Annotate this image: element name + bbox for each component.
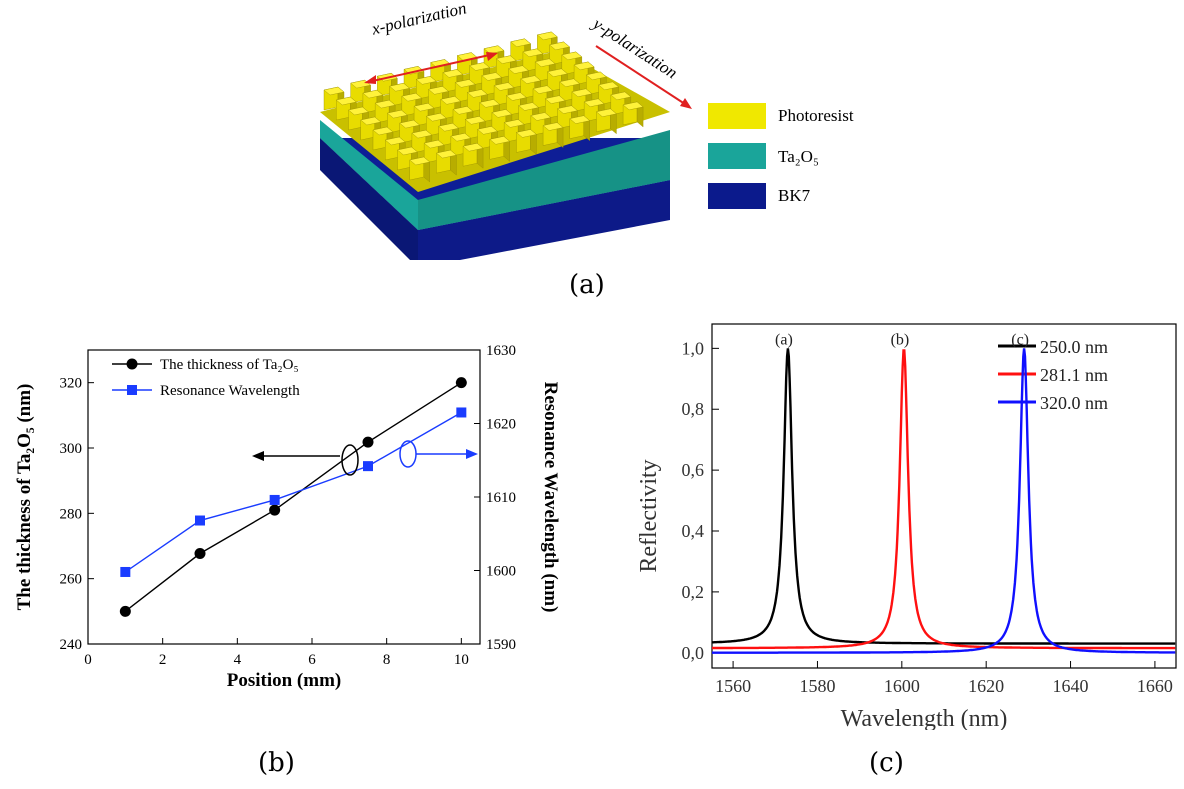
x-tick-label: 1580 [799,676,835,696]
x-tick-label: 0 [84,652,92,668]
data-point [119,605,131,617]
data-point [455,377,467,389]
caption-a: (a) [569,270,605,300]
data-point [269,504,281,516]
legend-swatch-bk7 [708,183,766,209]
legend-label-2: 320.0 nm [1040,393,1108,413]
x-polarization-arrow [364,52,498,84]
legend-label: The thickness of Ta₂O₅ [160,357,299,373]
y-tick-label: 0,2 [682,582,705,602]
x-tick-label: 8 [383,652,391,668]
series-line-1 [712,349,1176,650]
x-tick-label: 1560 [715,676,751,696]
chart-b: 0 2 4 6 8 10 240 260 280 300 320 1590 1600 1610 1620 16… [14,343,560,691]
legend-marker [126,358,138,370]
right-arrow-head [466,449,478,459]
x-axis-label: Position (mm) [227,670,342,691]
y-tick-label: 240 [60,637,83,653]
legend-label-0: 250.0 nm [1040,337,1108,357]
series-line-2 [712,348,1176,654]
plot-frame [711,323,1177,669]
legend-label: Resonance Wavelength [160,383,300,399]
peak-label-2: (c) [1011,331,1029,348]
legend-swatch-photoresist [708,103,766,129]
data-point [269,494,280,505]
y2-axis-label: Resonance Wavelength (nm) [540,382,560,613]
data-point [195,515,205,526]
x-tick-label: 4 [234,652,242,668]
x-tick-label: 10 [454,652,469,668]
legend-marker [127,385,137,395]
y-tick-label: 300 [60,441,83,457]
y-tick-label: 320 [60,376,83,392]
series-line-0 [124,382,462,612]
y2-tick-label: 1620 [486,417,516,433]
legend-label-1: 281.1 nm [1040,365,1108,385]
chart-c: 1560 1580 1600 1620 1640 1660 0,0 0,2 0,4 0,6 0,8 1… [636,323,1177,730]
left-axis-indicator-ellipse [341,444,359,476]
x-axis-label: Wavelength (nm) [841,706,1008,730]
caption-c: (c) [869,748,904,778]
peak-label-1: (b) [891,331,910,348]
y-tick-label: 0,6 [682,460,705,480]
left-arrow-head [252,451,264,461]
grating-structure-illustration [320,31,670,268]
data-point [362,436,374,448]
legend-swatch-ta2o5 [708,143,766,169]
caption-b: (b) [258,748,295,778]
y-axis-label: Reflectivity [636,459,662,572]
y-polarization-arrow [595,45,692,109]
legend-label-ta2o5: Ta₂O₅ [778,147,819,166]
legend-label-bk7: BK7 [778,186,811,205]
x-tick-label: 1660 [1137,676,1173,696]
x-tick-label: 1640 [1053,676,1089,696]
data-point [363,461,373,472]
legend-label-photoresist: Photoresist [778,106,854,125]
series-line-1 [124,411,462,573]
y2-tick-label: 1630 [486,343,516,359]
peak-label-0: (a) [775,331,793,348]
right-axis-indicator-ellipse [399,440,417,468]
y-tick-label: 1,0 [682,338,705,358]
data-point [456,407,467,418]
figure-a: x-polarization y-polarization Photoresis… [300,0,900,268]
x-tick-label: 6 [308,652,316,668]
y-tick-label: 0,8 [682,399,705,419]
y2-tick-label: 1590 [486,637,516,653]
data-point [120,566,131,577]
y-axis-label: The thickness of Ta₂O₅ (nm) [14,384,35,611]
y-tick-label: 0,0 [682,643,705,663]
y-tick-label: 0,4 [682,521,705,541]
data-point [194,548,206,560]
y2-tick-label: 1600 [486,564,516,580]
x-tick-label: 1620 [968,676,1004,696]
y2-tick-label: 1610 [486,490,516,506]
y-tick-label: 280 [60,506,83,522]
x-tick-label: 2 [159,652,167,668]
x-tick-label: 1600 [884,676,920,696]
y-tick-label: 260 [60,572,83,588]
